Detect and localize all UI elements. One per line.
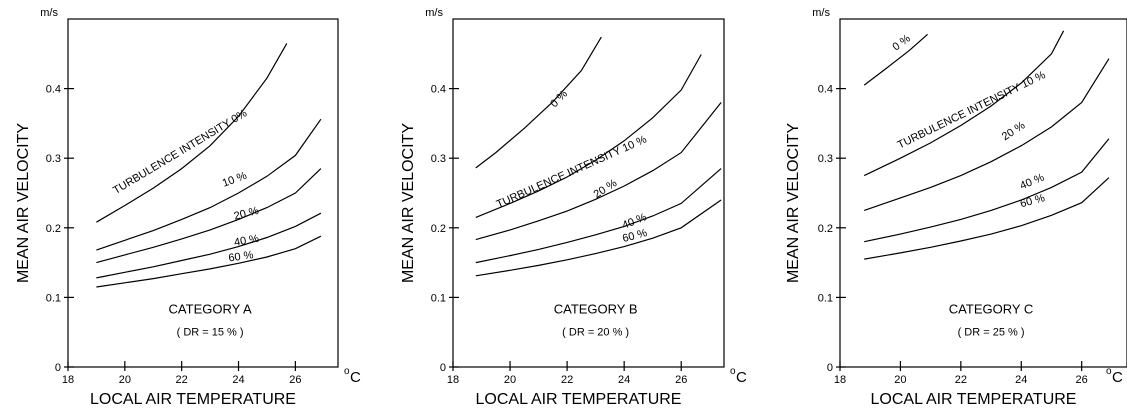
x-tick-label: 26 [289, 374, 301, 386]
series-line-2 [96, 118, 322, 251]
x-tick-label: 18 [62, 374, 74, 386]
y-tick-label: 0.3 [46, 153, 61, 165]
y-tick-label: 0 [827, 362, 833, 374]
y-tick-label: 0.3 [818, 153, 833, 165]
series-label: TURBULENCE INTENSITY 10 % [896, 69, 1048, 151]
y-tick-label: 0.2 [818, 223, 833, 235]
y-tick-label: 0.4 [431, 84, 446, 96]
x-tick-label: 26 [675, 374, 687, 386]
category-label: CATEGORY B [554, 301, 638, 316]
degree-symbol: o [730, 366, 736, 377]
series-line-5 [864, 177, 1110, 260]
y-unit-label: m/s [40, 7, 58, 19]
series-label: TURBULENCE INTENSITY 10 % [495, 133, 649, 210]
series-label: 0 % [548, 88, 570, 110]
y-unit-label: m/s [812, 7, 830, 19]
x-tick-label: 18 [834, 374, 846, 386]
x-unit-label: C [1112, 369, 1123, 386]
series-label: 60 % [228, 249, 255, 264]
series-label: 20 % [233, 205, 260, 223]
x-axis-label: LOCAL AIR TEMPERATURE [90, 391, 296, 408]
series-line-4 [864, 138, 1110, 243]
y-unit-label: m/s [425, 7, 443, 19]
x-tick-label: 24 [618, 374, 630, 386]
chart-panel-2: 0 0.1 0.2 0.3 0.4 18 20 22 24 26 m/s o C LOCAL AIR TE… [400, 7, 747, 408]
series-label: 20 % [592, 177, 620, 201]
plot-frame [839, 18, 1127, 368]
series-line-1 [863, 33, 928, 86]
series-line-3 [864, 58, 1110, 211]
series-label: 60 % [1019, 192, 1047, 210]
y-tick-label: 0.4 [46, 84, 61, 96]
x-tick-label: 20 [894, 374, 906, 386]
degree-symbol: o [1106, 366, 1112, 377]
x-axis-label: LOCAL AIR TEMPERATURE [871, 391, 1077, 408]
plot-frame [67, 18, 339, 368]
x-unit-label: C [350, 369, 361, 386]
draught-rate-label: ( DR = 25 % ) [958, 327, 1025, 339]
y-tick-label: 0 [55, 362, 61, 374]
series-label: 40 % [1018, 171, 1046, 192]
series-line-3 [475, 102, 722, 241]
series-line-2 [863, 30, 1065, 177]
category-label: CATEGORY A [169, 301, 252, 316]
degree-symbol: o [344, 366, 350, 377]
y-axis-label: MEAN AIR VELOCITY [785, 123, 802, 283]
series-line-5 [96, 235, 322, 288]
x-axis-label: LOCAL AIR TEMPERATURE [476, 391, 682, 408]
series-line-1 [475, 36, 602, 169]
y-tick-label: 0.2 [46, 223, 61, 235]
plot-frame [452, 18, 725, 368]
y-tick-label: 0.4 [818, 84, 833, 96]
x-tick-label: 22 [955, 374, 967, 386]
series-line-2 [475, 54, 702, 218]
chart-panel-1: 0 0.1 0.2 0.3 0.4 18 20 22 24 26 m/s o C LOCAL AIR TE… [15, 7, 361, 408]
x-unit-label: C [736, 369, 747, 386]
x-tick-label: 24 [1015, 374, 1027, 386]
series-line-1 [96, 43, 288, 223]
y-tick-label: 0.3 [431, 153, 446, 165]
x-tick-label: 18 [447, 374, 459, 386]
y-tick-label: 0.2 [431, 223, 446, 235]
series-line-5 [475, 199, 722, 277]
x-tick-label: 20 [119, 374, 131, 386]
x-tick-label: 24 [232, 374, 244, 386]
x-tick-label: 20 [504, 374, 516, 386]
y-axis-label: MEAN AIR VELOCITY [400, 123, 417, 283]
y-tick-label: 0.1 [818, 292, 833, 304]
y-tick-label: 0.1 [431, 292, 446, 304]
series-line-4 [96, 212, 322, 279]
y-tick-label: 0.1 [46, 292, 61, 304]
chart-panel-3: 0 0.1 0.2 0.3 0.4 18 20 22 24 26 m/s o C LOCAL AIR TE… [785, 7, 1127, 408]
y-axis-label: MEAN AIR VELOCITY [15, 123, 32, 283]
series-line-3 [96, 168, 322, 264]
x-tick-label: 22 [176, 374, 188, 386]
draught-rate-label: ( DR = 20 % ) [562, 327, 629, 339]
y-tick-label: 0 [440, 362, 446, 374]
series-label: 10 % [221, 170, 249, 190]
category-label: CATEGORY C [949, 301, 1034, 316]
series-label: 40 % [233, 233, 260, 249]
x-tick-label: 22 [561, 374, 573, 386]
series-line-4 [475, 168, 722, 264]
draught-rate-label: ( DR = 15 % ) [177, 327, 244, 339]
series-label: 20 % [1000, 119, 1028, 143]
x-tick-label: 26 [1076, 374, 1088, 386]
